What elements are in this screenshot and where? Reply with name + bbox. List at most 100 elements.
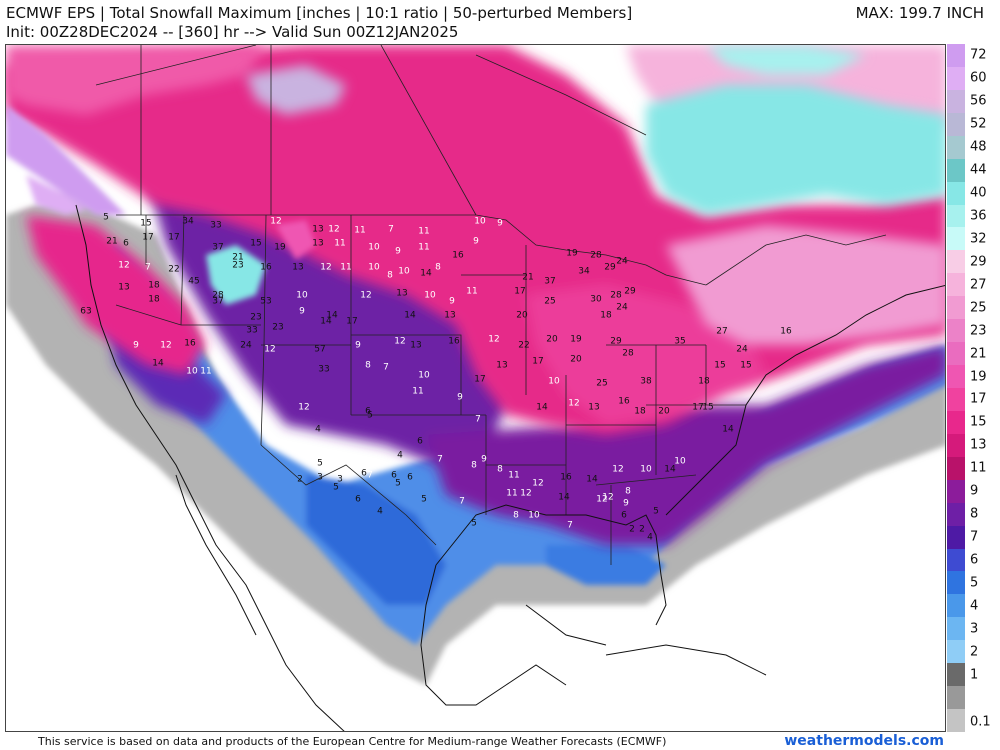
snowfall-value-label: 5 bbox=[103, 213, 109, 223]
legend-swatch bbox=[947, 89, 965, 114]
snowfall-value-label: 14 bbox=[320, 317, 332, 327]
snowfall-value-label: 6 bbox=[355, 495, 361, 505]
snowfall-value-label: 3 bbox=[317, 473, 323, 483]
snowfall-value-label: 5 bbox=[367, 411, 373, 421]
legend-label: 9 bbox=[970, 483, 979, 499]
legend-label: 72 bbox=[970, 47, 987, 63]
snowfall-value-label: 24 bbox=[736, 345, 748, 355]
snowfall-value-label: 6 bbox=[123, 239, 129, 249]
political-boundaries bbox=[95, 45, 887, 565]
legend-swatch bbox=[947, 525, 965, 550]
snowfall-value-label: 18 bbox=[600, 311, 612, 321]
legend-label: 2 bbox=[970, 644, 979, 660]
snowfall-value-label: 17 bbox=[514, 287, 525, 297]
legend-label: 48 bbox=[970, 139, 987, 155]
snowfall-value-label: 29 bbox=[610, 337, 622, 347]
snowfall-value-label: 28 bbox=[590, 251, 602, 261]
snowfall-value-label: 14 bbox=[558, 493, 570, 503]
snowfall-value-label: 15 bbox=[714, 361, 725, 371]
snowfall-value-label: 10 bbox=[640, 465, 652, 475]
snowfall-value-label: 10 bbox=[674, 457, 686, 467]
legend-swatch bbox=[947, 273, 965, 297]
snowfall-value-label: 17 bbox=[142, 233, 153, 243]
snowfall-value-label: 5 bbox=[395, 479, 401, 489]
snowfall-value-label: 6 bbox=[407, 473, 413, 483]
snowfall-value-label: 6 bbox=[361, 469, 367, 479]
snowfall-value-label: 18 bbox=[698, 377, 710, 387]
snowfall-value-label: 9 bbox=[623, 499, 629, 509]
snowfall-value-label: 6 bbox=[621, 511, 627, 521]
snowfall-map: 5 15 17 34 33 12 13 12 11 7 11 10 9 21 6 17 21 15 19 13 11 10… bbox=[5, 44, 946, 732]
snowfall-value-label: 57 bbox=[314, 345, 325, 355]
snowfall-value-label: 18 bbox=[148, 295, 160, 305]
attribution-text: This service is based on data and produc… bbox=[38, 735, 667, 748]
snowfall-value-label: 37 bbox=[212, 243, 223, 253]
snowfall-value-label: 17 bbox=[474, 375, 485, 385]
legend-swatch bbox=[947, 44, 965, 68]
snowfall-value-label: 37 bbox=[212, 297, 223, 307]
legend-label: 1 bbox=[970, 667, 979, 683]
legend-label: 27 bbox=[970, 277, 987, 293]
legend-swatch bbox=[947, 66, 965, 91]
snowfall-value-label: 24 bbox=[616, 257, 628, 267]
snowfall-value-label: 15 bbox=[740, 361, 751, 371]
snowfall-value-label: 10 bbox=[368, 243, 380, 253]
snowfall-value-label: 6 bbox=[365, 407, 371, 417]
legend-swatch bbox=[947, 204, 965, 228]
snowfall-value-label: 9 bbox=[481, 455, 487, 465]
snowfall-value-label: 4 bbox=[647, 533, 653, 543]
snowfall-value-label: 9 bbox=[299, 307, 305, 317]
legend-swatch bbox=[947, 433, 965, 458]
snowfall-value-label: 14 bbox=[404, 311, 416, 321]
snowfall-value-label: 16 bbox=[560, 473, 572, 483]
snowfall-value-label: 22 bbox=[168, 265, 179, 275]
brand-link[interactable]: weathermodels.com bbox=[784, 733, 944, 749]
snowfall-value-label: 12 bbox=[360, 291, 371, 301]
legend-label: 40 bbox=[970, 185, 987, 201]
snowfall-value-label: 16 bbox=[780, 327, 792, 337]
snowfall-value-label: 5 bbox=[317, 459, 323, 469]
snowfall-value-label: 10 bbox=[424, 291, 436, 301]
header: ECMWF EPS | Total Snowfall Maximum [inch… bbox=[0, 0, 1000, 44]
snowfall-value-label: 8 bbox=[387, 271, 393, 281]
snowfall-value-label: 13 bbox=[396, 289, 407, 299]
snowfall-value-label: 23 bbox=[232, 261, 243, 271]
legend-label: 21 bbox=[970, 346, 987, 362]
snowfall-value-label: 15 bbox=[140, 219, 151, 229]
snowfall-value-label: 11 bbox=[354, 226, 365, 236]
snowfall-value-label: 7 bbox=[383, 363, 389, 373]
legend-label: 7 bbox=[970, 529, 979, 545]
legend-label: 52 bbox=[970, 116, 987, 132]
snowfall-value-label: 25 bbox=[544, 297, 555, 307]
legend-label: 32 bbox=[970, 231, 987, 247]
legend-label: 3 bbox=[970, 621, 979, 637]
snowfall-value-label: 29 bbox=[624, 287, 636, 297]
snowfall-value-label: 63 bbox=[80, 307, 91, 317]
snowfall-value-label: 6 bbox=[391, 471, 397, 481]
snowfall-value-label: 15 bbox=[702, 403, 713, 413]
snowfall-value-label: 28 bbox=[610, 291, 622, 301]
snowfall-value-label: 16 bbox=[448, 337, 460, 347]
snowfall-value-label: 34 bbox=[182, 217, 194, 227]
snowfall-value-label: 7 bbox=[145, 263, 151, 273]
snowfall-value-label: 4 bbox=[377, 507, 383, 517]
snowfall-value-label: 53 bbox=[260, 297, 271, 307]
snowfall-value-label: 12 bbox=[568, 399, 579, 409]
snowfall-value-label: 7 bbox=[567, 521, 573, 531]
legend-swatch bbox=[947, 502, 965, 527]
snowfall-value-label: 2 bbox=[629, 525, 635, 535]
snowfall-value-label: 5 bbox=[421, 495, 427, 505]
legend-swatch bbox=[947, 319, 965, 343]
snowfall-value-label: 17 bbox=[346, 317, 357, 327]
snowfall-value-label: 10 bbox=[548, 377, 560, 387]
legend-swatch bbox=[947, 571, 965, 595]
legend-label: 36 bbox=[970, 208, 987, 224]
legend-swatch bbox=[947, 250, 965, 274]
snowfall-value-label: 19 bbox=[274, 243, 286, 253]
snowfall-value-label: 8 bbox=[471, 461, 477, 471]
legend-swatch bbox=[947, 158, 965, 183]
legend-swatch bbox=[947, 709, 965, 733]
snowfall-value-label: 5 bbox=[653, 507, 659, 517]
snowfall-value-label: 8 bbox=[625, 487, 631, 497]
snowfall-value-label: 10 bbox=[474, 217, 486, 227]
